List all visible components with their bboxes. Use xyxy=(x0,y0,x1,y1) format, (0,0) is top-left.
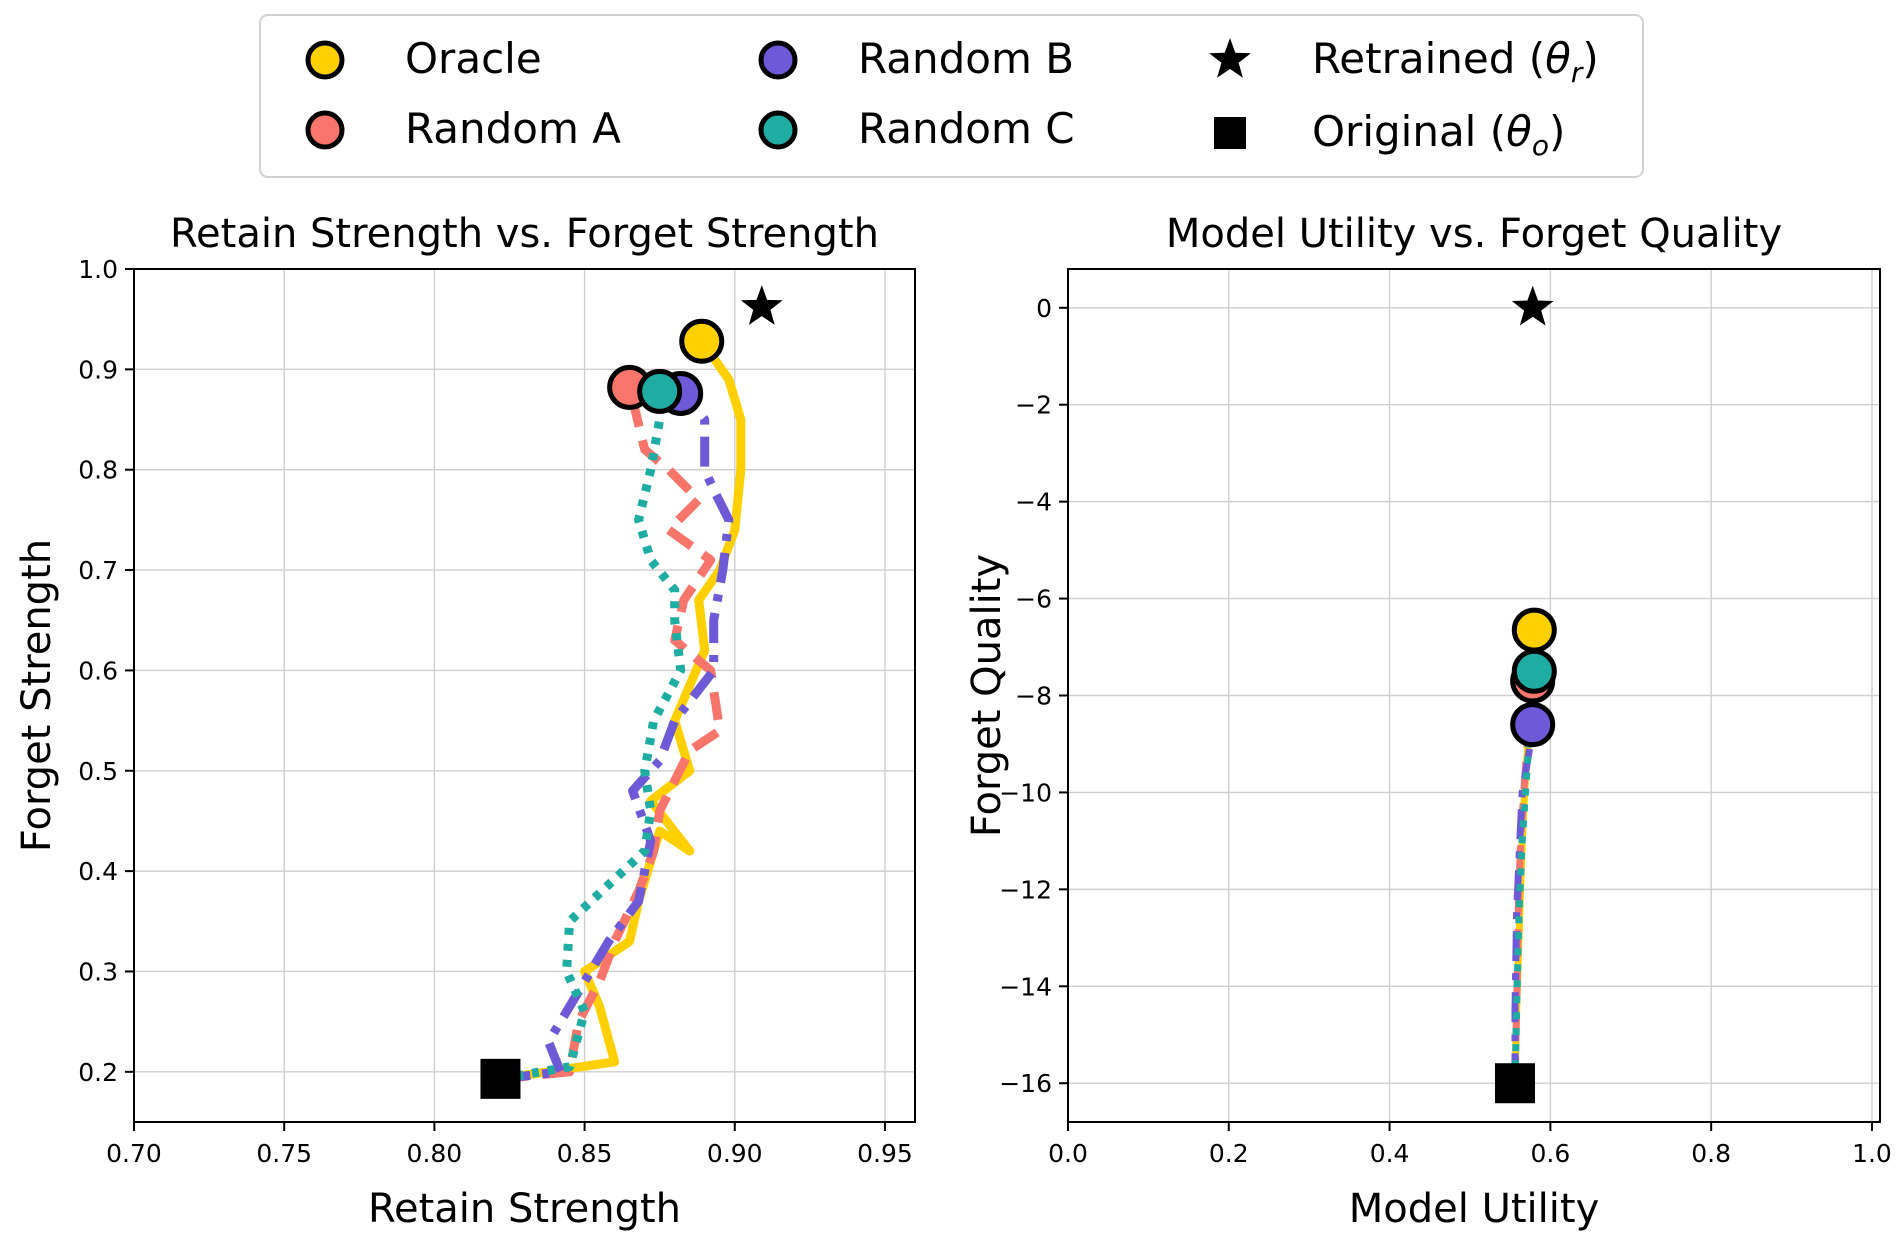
legend-subscript: o xyxy=(1532,129,1549,162)
legend-paren-close: ) xyxy=(1549,107,1565,156)
legend-frame xyxy=(259,14,1644,178)
grid xyxy=(1067,269,1880,1122)
chart-title: Model Utility vs. Forget Quality xyxy=(1166,211,1782,257)
y-tick-label: −10 xyxy=(999,778,1052,807)
x-tick-label: 0.80 xyxy=(407,1139,463,1168)
y-tick-label: 0.4 xyxy=(78,857,118,886)
y-tick-label: −12 xyxy=(999,875,1052,904)
x-axis-label: Retain Strength xyxy=(368,1186,681,1232)
y-tick-label: 1.0 xyxy=(78,255,118,284)
x-tick-label: 0.8 xyxy=(1691,1139,1731,1168)
series-line-random-c xyxy=(499,391,686,1084)
y-tick-label: 0 xyxy=(1036,294,1052,323)
x-axis-label: Model Utility xyxy=(1349,1186,1599,1232)
x-tick-label: 0.85 xyxy=(557,1139,613,1168)
y-axis-label: Forget Quality xyxy=(964,554,1010,837)
x-tick-label: 0.2 xyxy=(1209,1139,1249,1168)
series-line-random-b xyxy=(1511,724,1537,1084)
legend-theta: θ xyxy=(1506,107,1532,156)
y-tick-label: 0.6 xyxy=(78,656,118,685)
legend-random-b-label: Random B xyxy=(858,34,1074,83)
y-tick-label: −14 xyxy=(999,972,1052,1001)
legend-retrained-text: Retrained xyxy=(1312,34,1515,83)
x-tick-label: 0.90 xyxy=(707,1139,763,1168)
legend-oracle-text: Oracle xyxy=(405,34,542,83)
endpoint-oracle xyxy=(679,318,725,364)
chart-retain-vs-forget-strength: 0.70 0.75 0.80 0.85 0.90 0.95 0.2 0.3 0.4 0.5 0.6 0… xyxy=(14,211,916,1232)
legend: Oracle Random A Random B Random C Retrained … xyxy=(259,14,1644,178)
legend-original-label: Original (θo) xyxy=(1312,107,1565,162)
series-line-random-a xyxy=(500,386,725,1084)
legend-random-a-label: Random A xyxy=(405,104,621,153)
retrained-marker xyxy=(1511,285,1554,326)
legend-random-b-marker xyxy=(758,40,798,80)
series-line-oracle xyxy=(499,338,746,1084)
x-tick-label: 0.95 xyxy=(857,1139,913,1168)
y-tick-label: 0.9 xyxy=(78,355,118,384)
legend-random-c-marker xyxy=(758,110,798,150)
series-line-random-b xyxy=(499,388,734,1084)
x-tick-label: 0.0 xyxy=(1048,1139,1088,1168)
y-tick-label: −16 xyxy=(999,1069,1052,1098)
legend-subscript: r xyxy=(1571,56,1584,89)
legend-retrained-label: Retrained (θr) xyxy=(1312,34,1599,89)
endpoint-random-c xyxy=(637,368,683,414)
chart-utility-vs-forget-quality: 0.0 0.2 0.4 0.6 0.8 1.0 0 −2 −4 −6 −8 −10 −12 −14 −16 M… xyxy=(964,211,1892,1232)
legend-random-b-text: Random B xyxy=(858,34,1074,83)
legend-oracle-marker xyxy=(305,40,345,80)
legend-paren-open: ( xyxy=(1515,34,1545,83)
y-axis-label: Forget Strength xyxy=(14,539,60,852)
series-lines xyxy=(499,338,746,1084)
y-tick-label: −6 xyxy=(1015,585,1052,614)
y-tick-label: 0.3 xyxy=(78,957,118,986)
x-tick-label: 0.75 xyxy=(256,1139,312,1168)
legend-random-a-text: Random A xyxy=(405,104,621,153)
y-tick-label: −8 xyxy=(1015,682,1052,711)
axes-frame xyxy=(1067,268,1881,1123)
chart-title: Retain Strength vs. Forget Strength xyxy=(170,211,879,257)
x-tick-label: 1.0 xyxy=(1852,1139,1892,1168)
legend-random-c-label: Random C xyxy=(858,104,1075,153)
y-tick-label: 0.7 xyxy=(78,556,118,585)
x-tick-label: 0.4 xyxy=(1370,1139,1410,1168)
original-marker xyxy=(1495,1063,1536,1104)
legend-theta: θ xyxy=(1545,34,1571,83)
legend-paren-close: ) xyxy=(1582,34,1598,83)
legend-random-c-text: Random C xyxy=(858,104,1075,153)
x-tick-label: 0.6 xyxy=(1530,1139,1570,1168)
star-icon xyxy=(1209,38,1251,78)
original-marker xyxy=(480,1058,521,1099)
legend-random-a-marker xyxy=(305,110,345,150)
endpoint-random-c xyxy=(1511,648,1557,694)
legend-paren-open: ( xyxy=(1476,107,1506,156)
y-tick-label: 0.2 xyxy=(78,1058,118,1087)
retrained-marker xyxy=(740,285,783,325)
axes-frame xyxy=(133,268,916,1123)
endpoint-oracle xyxy=(1511,607,1557,653)
y-tick-label: −2 xyxy=(1015,391,1052,420)
x-tick-label: 0.70 xyxy=(106,1139,162,1168)
y-tick-label: 0.5 xyxy=(78,757,118,786)
legend-oracle-label: Oracle xyxy=(405,34,542,83)
y-tick-label: −4 xyxy=(1015,488,1052,517)
y-tick-label: 0.8 xyxy=(78,456,118,485)
square-icon xyxy=(1214,117,1246,149)
endpoint-random-b xyxy=(1510,702,1556,748)
grid xyxy=(133,268,915,1122)
legend-original-text: Original xyxy=(1312,107,1476,156)
